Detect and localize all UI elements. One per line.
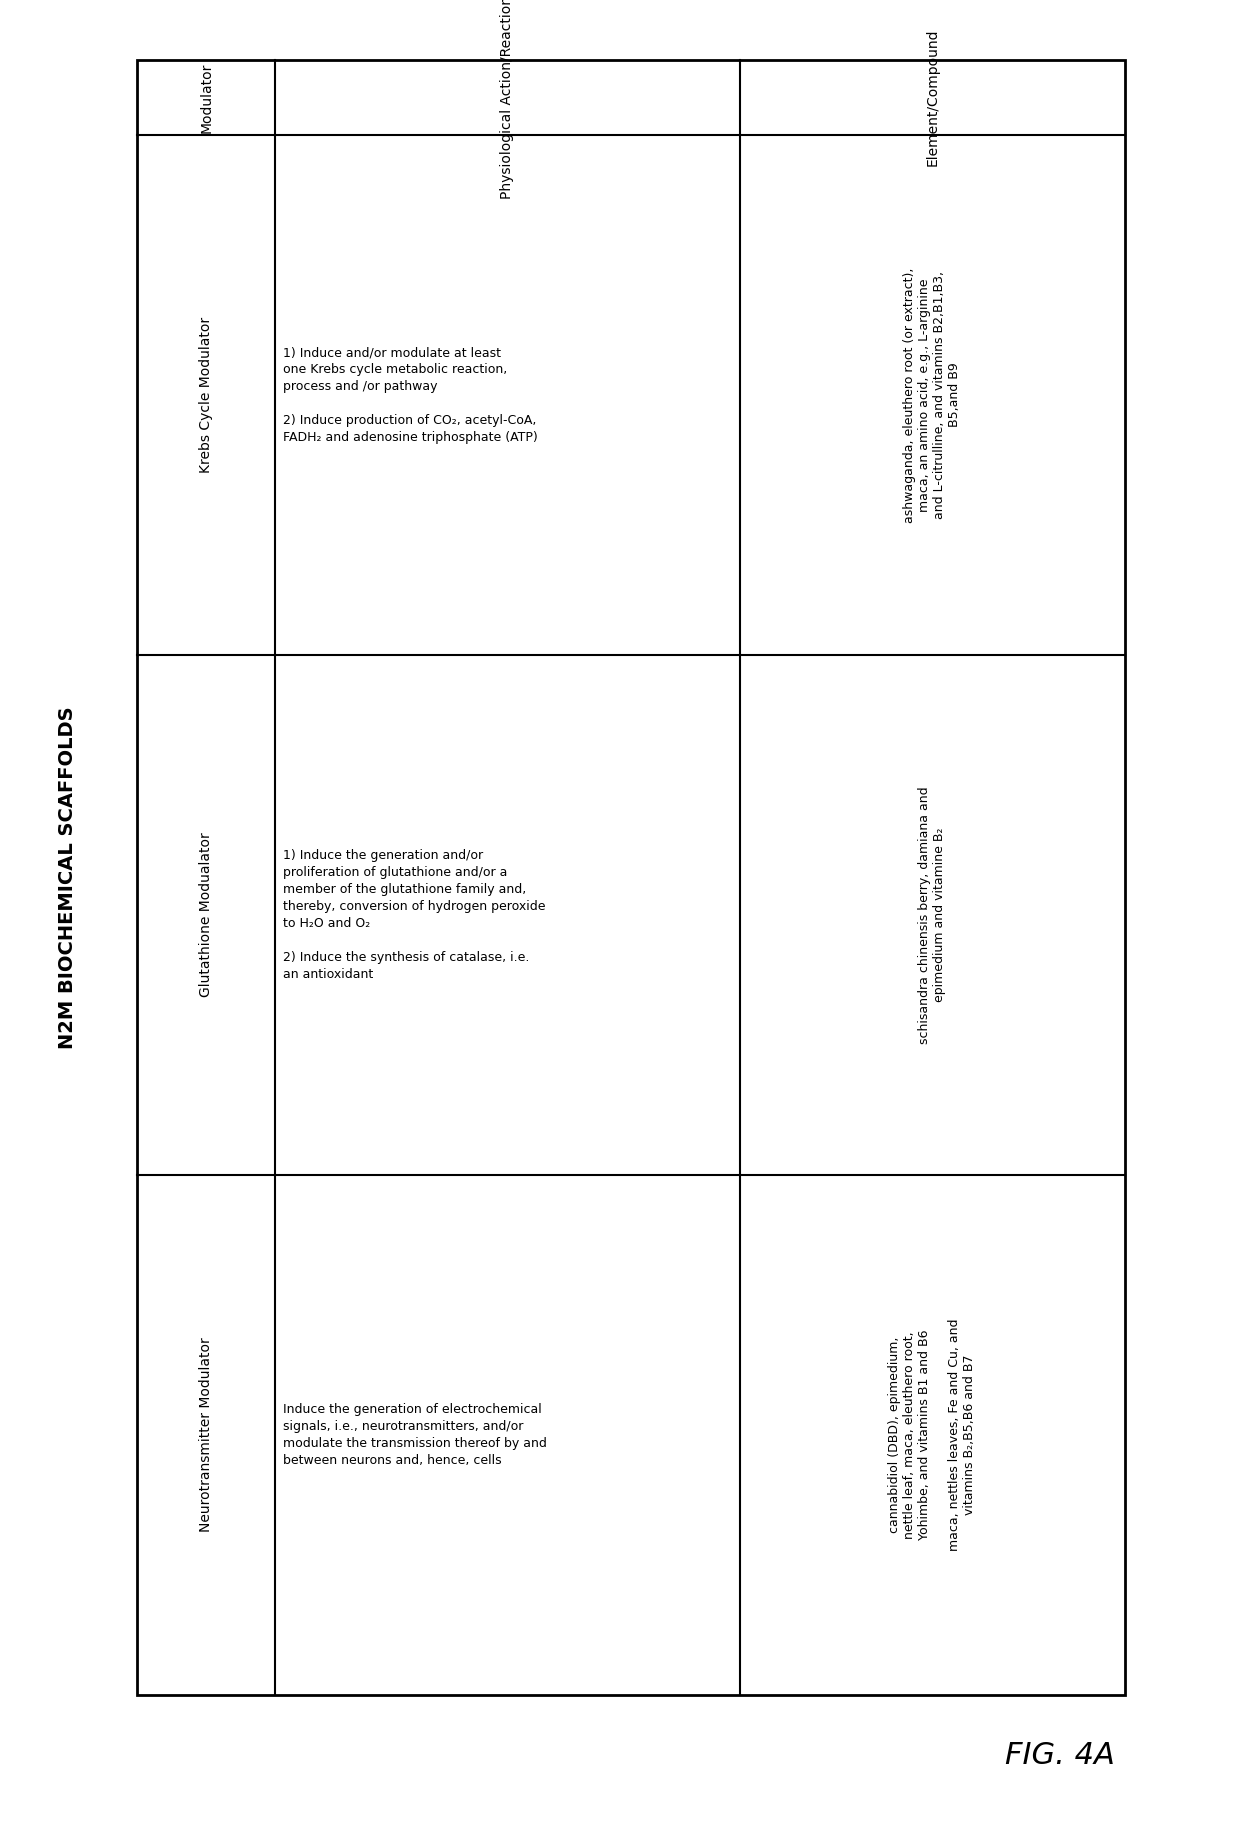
Text: Physiological Action/Reaction: Physiological Action/Reaction (501, 0, 515, 199)
Text: FIG. 4A: FIG. 4A (1006, 1740, 1115, 1769)
Text: 1) Induce and/or modulate at least
one Krebs cycle metabolic reaction,
process a: 1) Induce and/or modulate at least one K… (283, 346, 538, 444)
Text: ashwaganda, eleuthero root (or extract),
maca, an amino acid, e.g., L-arginine
a: ashwaganda, eleuthero root (or extract),… (903, 267, 961, 523)
Text: Glutathione Modualator: Glutathione Modualator (200, 833, 213, 997)
Text: Element/Compound: Element/Compound (925, 29, 940, 166)
Text: schisandra chinensis berry, damiana and
epimedium and vitamine B₂: schisandra chinensis berry, damiana and … (919, 787, 946, 1043)
Text: Modulator: Modulator (200, 63, 213, 133)
Text: cannabidiol (DBD), epimedium,
nettle leaf, maca, eleuthero root,
Yohimbe, and vi: cannabidiol (DBD), epimedium, nettle lea… (888, 1320, 976, 1552)
Text: Neurotransmitter Modulator: Neurotransmitter Modulator (200, 1338, 213, 1532)
Text: Krebs Cycle Modulator: Krebs Cycle Modulator (200, 317, 213, 474)
Bar (136, 61, 1125, 1696)
Text: N2M BIOCHEMICAL SCAFFOLDS: N2M BIOCHEMICAL SCAFFOLDS (58, 706, 78, 1049)
Text: Induce the generation of electrochemical
signals, i.e., neurotransmitters, and/o: Induce the generation of electrochemical… (283, 1403, 547, 1467)
Text: 1) Induce the generation and/or
proliferation of glutathione and/or a
member of : 1) Induce the generation and/or prolifer… (283, 850, 546, 980)
